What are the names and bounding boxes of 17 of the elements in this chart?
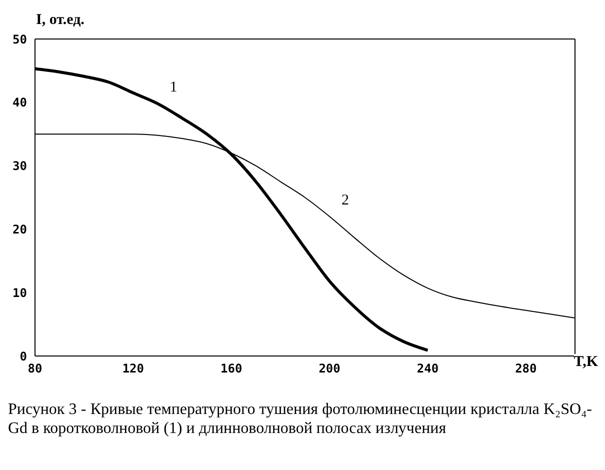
series-label: 1 bbox=[170, 80, 178, 96]
y-tick-label: 10 bbox=[12, 286, 27, 300]
y-tick-label: 20 bbox=[12, 222, 27, 236]
x-tick-label: 80 bbox=[28, 362, 42, 376]
x-tick-label: 160 bbox=[220, 362, 242, 376]
series-label: 2 bbox=[342, 192, 350, 209]
y-tick-label: 50 bbox=[12, 32, 27, 46]
y-axis-title: I, от.ед. bbox=[36, 12, 84, 29]
x-tick-label: 120 bbox=[122, 362, 144, 376]
text: Рисунок 3 - Кривые температурного тушения фотолюминесценции кристалла K₂SO₄-Gd в коротковолновой (1) и длинноволновой полосах излучения bbox=[8, 400, 593, 438]
x-tick-label: 200 bbox=[318, 362, 340, 376]
x-axis-title: T,K bbox=[574, 354, 598, 371]
x-tick-label: 280 bbox=[515, 362, 537, 376]
y-tick-label: 0 bbox=[20, 349, 27, 364]
y-tick-label: 30 bbox=[12, 159, 27, 174]
y-tick-label: 40 bbox=[12, 96, 27, 110]
x-tick-label: 240 bbox=[416, 362, 439, 376]
